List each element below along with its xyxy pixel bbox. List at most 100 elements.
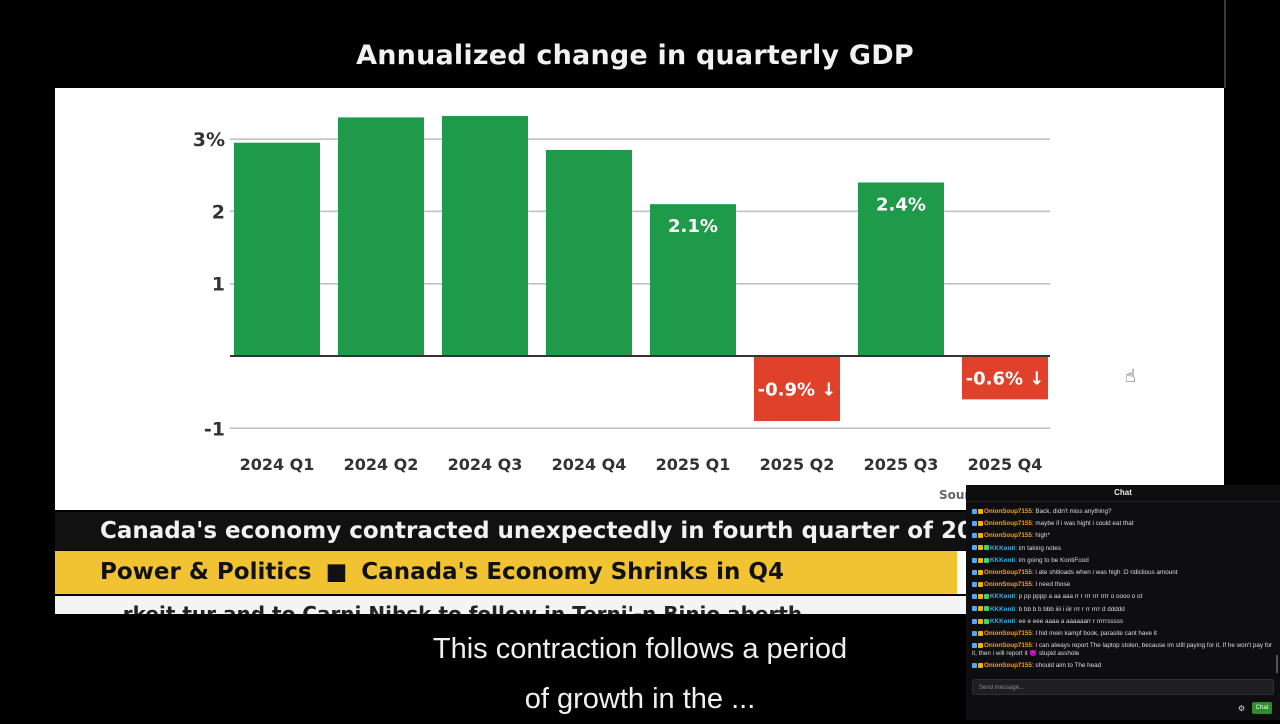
chat-message: KKKonti: im taking notes [972,543,1274,555]
chat-username[interactable]: OnionSoup7155 [984,581,1032,589]
chat-messages[interactable]: OnionSoup7155: Back, didn't miss anythin… [966,502,1280,672]
x-tick-label: 2025 Q2 [760,455,835,474]
chat-username[interactable]: KKKonti [990,556,1016,564]
chat-username[interactable]: KKKonti [990,617,1016,625]
sword-badge-icon [972,643,977,649]
y-tick-label: 1 [212,274,225,296]
chat-message: OnionSoup7155: I need those [972,579,1274,591]
chart-title: Annualized change in quarterly GDP [356,40,914,71]
chat-input[interactable]: Send message... [972,679,1274,695]
chat-message: KKKonti: ee e eee aaaa a aaaaaarr r rrrr… [972,616,1274,628]
crown-badge-icon [978,606,983,612]
chat-message: OnionSoup7155: high* [972,530,1274,542]
sub-badge-icon [984,545,989,551]
y-tick-label: 2 [212,201,225,223]
x-tick-label: 2025 Q1 [656,455,731,474]
chat-message: OnionSoup7155: Back, didn't miss anythin… [972,506,1274,518]
ticker-text: ...rkeit tur and to Carni Nibsk to follo… [100,602,803,614]
crown-badge-icon [978,569,983,575]
chat-text: : b bb b b bbb iiii i iiir rrr r rr rrrr… [1015,605,1125,613]
sword-badge-icon [972,557,977,563]
banner-section: Power & Politics [100,559,312,585]
bar [858,182,944,356]
gdp-bar-chart: 3% 2 1 -1 2024 Q1 2024 Q2 2024 Q3 2024 Q4 2.1% 20… [193,115,1050,474]
window-divider [1224,0,1226,88]
chat-message: OnionSoup7155: maybe if i was hight i co… [972,518,1274,530]
sword-badge-icon [972,582,977,588]
sub-badge-icon [984,594,989,600]
y-tick-label: -1 [204,418,225,440]
data-label: 2.4% [876,194,926,215]
chat-text: : Back, didn't miss anything? [1031,508,1112,515]
subtitle-caption: This contraction follows a period of gro… [380,624,900,724]
chat-message: KKKonti: b bb b b bbb iiii i iiir rrr r … [972,604,1274,616]
sword-badge-icon [972,594,977,600]
chart-panel: 3% 2 1 -1 2024 Q1 2024 Q2 2024 Q3 2024 Q4 2.1% 20… [55,88,1224,510]
caption-line-2: of growth in the ... [524,683,756,715]
bar [442,115,528,356]
x-tick-label: 2025 Q4 [968,455,1043,474]
crown-badge-icon [978,521,983,527]
crown-badge-icon [978,594,983,600]
chat-username[interactable]: KKKonti [990,544,1016,552]
banner-separator: ■ [325,559,348,585]
banner-edge [957,551,967,594]
sub-badge-icon [984,618,989,624]
sword-badge-icon [972,569,977,575]
crown-badge-icon [978,545,983,551]
crown-badge-icon [978,582,983,588]
banner-story: Canada's Economy Shrinks in Q4 [361,559,784,585]
data-label: 2.1% [668,216,718,237]
sword-badge-icon [972,545,977,551]
chat-text: : im going to be KontiFood [1015,556,1089,564]
chat-text: : im taking notes [1015,544,1062,552]
chat-username[interactable]: KKKonti [990,605,1016,613]
y-tick-label: 3% [193,129,225,151]
chat-username[interactable]: OnionSoup7155 [984,569,1032,577]
x-tick-label: 2025 Q3 [864,455,939,474]
crown-badge-icon [978,557,983,563]
x-tick-label: 2024 Q1 [240,455,315,474]
sword-badge-icon [972,533,977,539]
x-tick-label: 2024 Q4 [552,455,627,474]
crown-badge-icon [978,508,983,514]
bar [962,356,1048,400]
sword-badge-icon [972,630,977,636]
bar [546,149,632,356]
crown-badge-icon [978,663,983,669]
bar [234,142,320,356]
chat-message: OnionSoup7155: should aim to The head [972,660,1274,672]
chat-text: : I can always report The laptop stolen,… [972,642,1273,658]
chat-text: : high* [1031,532,1050,540]
chat-text: : i ate shitloads when i was high :D rid… [1031,569,1178,577]
bar [650,204,736,356]
sword-badge-icon [972,618,977,624]
chat-scrollbar[interactable] [1276,655,1278,673]
gear-icon[interactable]: ⚙ [1238,704,1246,713]
sword-badge-icon [972,521,977,527]
chat-username[interactable]: KKKonti [990,593,1016,601]
chat-header: Chat [966,485,1280,502]
chat-username[interactable]: OnionSoup7155 [984,508,1032,515]
chat-message: KKKonti: im going to be KontiFood [972,555,1274,567]
crown-badge-icon [978,643,983,649]
sub-badge-icon [984,606,989,612]
chat-send-button[interactable]: Chat [1252,702,1272,714]
chat-username[interactable]: OnionSoup7155 [984,532,1032,540]
chat-username[interactable]: OnionSoup7155 [984,520,1032,528]
chat-username[interactable]: OnionSoup7155 [984,630,1032,638]
sword-badge-icon [972,606,977,612]
chat-text: : p pp pppp a aa aaa rr r rrr rrr rrrr o… [1015,593,1143,601]
chat-username[interactable]: OnionSoup7155 [984,662,1032,670]
crown-badge-icon [978,618,983,624]
crown-badge-icon [978,630,983,636]
chat-message: OnionSoup7155: I can always report The l… [972,640,1274,660]
x-tick-label: 2024 Q2 [344,455,419,474]
chat-username[interactable]: OnionSoup7155 [984,642,1032,650]
data-label: -0.9% ↓ [758,380,837,401]
chat-text: : I hid mein kampf book, parasite cant h… [1031,630,1157,638]
chat-message: OnionSoup7155: I hid mein kampf book, pa… [972,628,1274,640]
news-banner: Power & Politics ■ Canada's Economy Shrink… [55,551,957,594]
chat-text: : ee e eee aaaa a aaaaaarr r rrrrrsssss [1015,617,1123,625]
chat-message: OnionSoup7155: i ate shitloads when i wa… [972,567,1274,579]
